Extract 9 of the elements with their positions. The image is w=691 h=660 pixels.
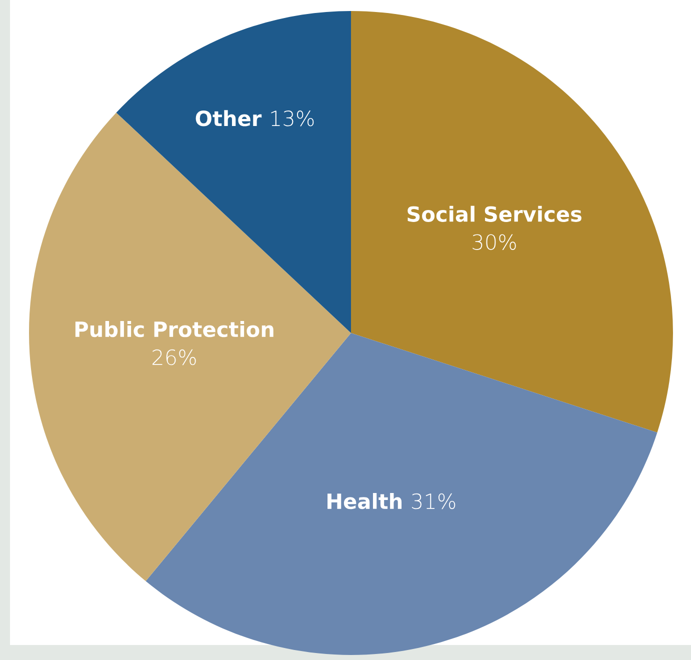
slice-label: Health [328,492,402,510]
pie-slice [351,11,673,433]
data-label: 30% [472,234,516,250]
data-label: 13% [271,110,314,126]
slice-label: Public Protection [75,321,274,338]
data-label: 31% [412,493,456,510]
slice-label: Social Services [408,206,582,222]
slice-label: Other [196,110,262,126]
data-label: 26% [152,349,196,366]
